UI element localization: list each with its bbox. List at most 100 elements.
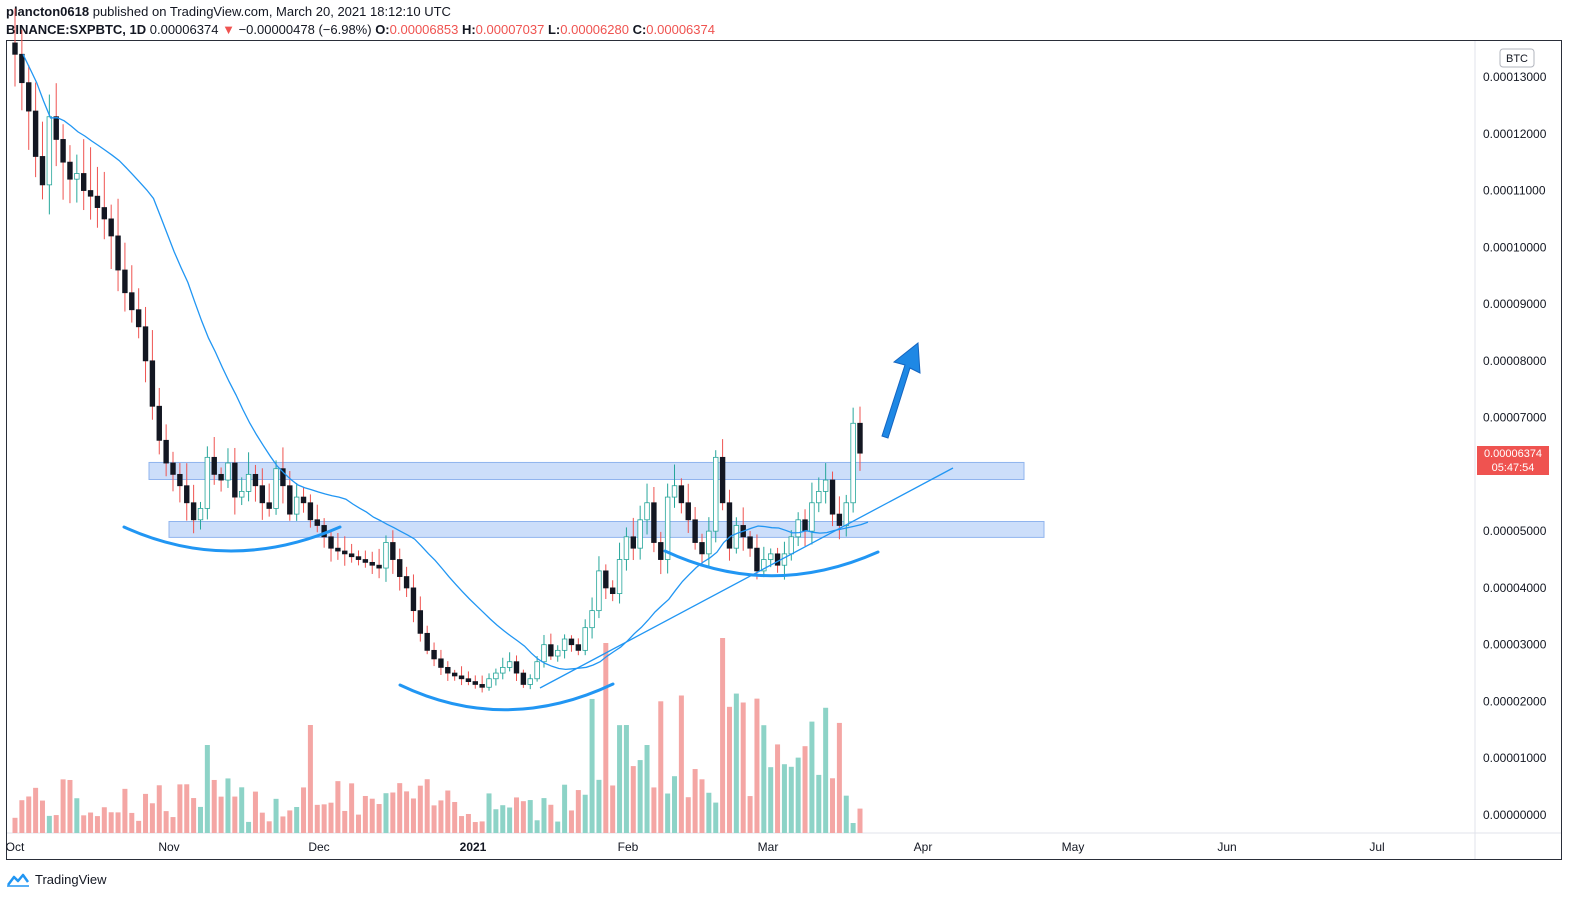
- time-axis[interactable]: Oct Nov Dec 2021 Feb Mar Apr May Jun Jul: [6, 840, 1385, 854]
- candle-body: [767, 553, 774, 560]
- price-tick-label: 0.00011000: [1483, 184, 1546, 198]
- volume-bar: [218, 796, 224, 833]
- volume-bar: [589, 698, 595, 833]
- volume-bar: [225, 778, 231, 833]
- volume-bar: [355, 814, 361, 833]
- time-tick-label: May: [1062, 840, 1085, 854]
- candle-body: [32, 110, 39, 157]
- candle-body: [122, 269, 128, 294]
- volume-bar: [294, 806, 300, 833]
- candle-body: [651, 502, 657, 543]
- candle-body: [108, 218, 114, 237]
- candle-body: [211, 456, 217, 475]
- volume-bar: [836, 722, 842, 833]
- candle-body: [135, 309, 142, 328]
- volume-bar: [479, 821, 485, 833]
- symbol-label: BINANCE:SXPBTC, 1D: [6, 22, 147, 37]
- volume-bar: [60, 779, 66, 833]
- candle-body: [671, 485, 678, 498]
- candle-body: [424, 632, 430, 651]
- candle-body: [637, 519, 643, 549]
- candle-body: [163, 439, 169, 464]
- volume-bar: [548, 804, 554, 833]
- volume-bar: [733, 693, 739, 833]
- volume-bar: [596, 779, 602, 833]
- candle-body: [431, 649, 437, 660]
- candle-body: [719, 456, 726, 504]
- candle-body: [630, 536, 636, 549]
- time-tick-label: Apr: [914, 840, 933, 854]
- candle-body: [142, 326, 149, 362]
- candle-body: [80, 173, 87, 191]
- high-label: H:: [461, 22, 476, 37]
- candle-body: [857, 422, 863, 454]
- volume-bar: [582, 794, 588, 833]
- rounded-bottom-arc: [663, 549, 880, 578]
- candle-body: [575, 644, 582, 651]
- volume-bar: [623, 725, 629, 833]
- volume-bar: [246, 821, 252, 833]
- volume-bar: [520, 801, 526, 833]
- candle-body: [486, 678, 492, 688]
- price-tick-label: 0.00007000: [1483, 411, 1547, 425]
- candle-body: [101, 207, 108, 220]
- volume-bar: [335, 781, 341, 833]
- candle-body: [280, 468, 286, 487]
- candle-body: [129, 292, 135, 311]
- candle-body: [67, 161, 73, 180]
- moving-average-line: [22, 54, 869, 671]
- volume-bar: [397, 783, 403, 833]
- moving-average-layer: [22, 54, 869, 671]
- currency-badge: BTC: [1499, 48, 1535, 68]
- price-tick-label: 0.00013000: [1483, 70, 1547, 84]
- price-tick-label: 0.00002000: [1483, 694, 1547, 708]
- candle-body: [548, 644, 554, 657]
- volume-bar: [665, 793, 671, 833]
- footer-brand[interactable]: TradingView: [6, 872, 107, 887]
- volume-bar: [775, 744, 781, 833]
- resistance-zone: [168, 520, 1045, 538]
- candle-body: [218, 473, 224, 481]
- author-name[interactable]: plancton0618: [6, 4, 90, 19]
- candle-body: [259, 485, 266, 504]
- candle-body: [239, 491, 245, 498]
- rounded-bottom-arc: [398, 682, 615, 712]
- candle-body: [383, 542, 389, 569]
- price-tick-label: 0.00000000: [1483, 808, 1547, 822]
- candle-body: [273, 468, 279, 509]
- candle-body: [699, 542, 705, 555]
- candle-body: [87, 190, 94, 197]
- candle-body: [252, 473, 259, 487]
- volume-bar: [493, 809, 499, 833]
- volume-bar: [143, 793, 149, 833]
- open-value: 0.00006853: [389, 22, 459, 37]
- candle-body: [568, 638, 575, 646]
- volume-bar: [266, 821, 272, 833]
- volume-bar: [376, 804, 382, 833]
- last-price-tag: 0.00006374 05:47:54: [1477, 446, 1549, 475]
- volume-bar: [74, 798, 80, 833]
- volume-bar: [527, 800, 533, 833]
- volume-bar: [486, 793, 492, 833]
- low-value: 0.00006280: [560, 22, 629, 37]
- candle-body: [692, 519, 698, 543]
- candle-body: [74, 173, 80, 180]
- volume-bar: [204, 745, 210, 833]
- candle-body: [314, 519, 320, 526]
- volume-bar: [122, 788, 128, 833]
- time-tick-label: Dec: [308, 840, 329, 854]
- volume-bar: [610, 785, 616, 833]
- ohlc-legend: BINANCE:SXPBTC, 1D 0.00006374 ▼ −0.00000…: [6, 22, 715, 37]
- candle-body: [609, 587, 616, 594]
- candle-body: [445, 666, 451, 674]
- volume-bar: [781, 764, 787, 833]
- volume-bar: [562, 784, 568, 833]
- volume-bar: [259, 812, 265, 833]
- time-tick-label: Feb: [618, 840, 639, 854]
- candle-body: [149, 360, 156, 407]
- volume-bar: [273, 798, 279, 833]
- candle-body: [472, 681, 478, 685]
- price-axis[interactable]: 0.00013000 0.00012000 0.00011000 0.00010000…: [1483, 70, 1547, 822]
- volume-bar: [26, 796, 32, 833]
